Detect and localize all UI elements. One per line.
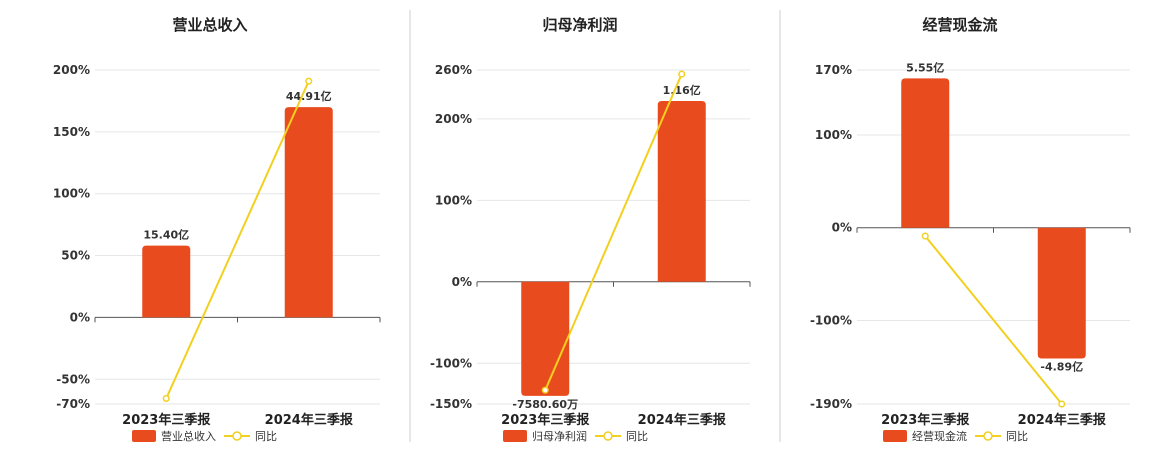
bar-data-label: -7580.60万: [512, 398, 578, 411]
y-tick-label: 100%: [53, 187, 90, 201]
x-category-label: 2023年三季报: [881, 412, 970, 428]
x-category-label: 2024年三季报: [1018, 412, 1107, 428]
y-tick-label: -190%: [810, 397, 852, 411]
y-tick-label: 0%: [832, 221, 852, 235]
yoy-point-1: [541, 386, 549, 394]
legend-line-label: 同比: [255, 430, 277, 443]
legend-line-marker: [232, 431, 242, 441]
chart-title-1: 营业总收入: [172, 16, 247, 34]
bar-data-label: 1.16亿: [663, 83, 701, 97]
legend-bar-label: 经营现金流: [912, 429, 967, 443]
y-tick-label: 200%: [435, 112, 472, 126]
legend-bar-swatch: [503, 430, 527, 442]
x-category-label: 2023年三季报: [122, 412, 211, 428]
y-tick-label: 170%: [815, 63, 852, 77]
y-tick-label: 100%: [815, 128, 852, 142]
legend-line-label: 同比: [626, 430, 648, 443]
yoy-point-2: [678, 70, 686, 78]
y-tick-label: 150%: [53, 125, 90, 139]
legend-bar-label: 营业总收入: [161, 429, 216, 443]
y-tick-label: -70%: [56, 397, 90, 411]
y-tick-label: 50%: [61, 249, 90, 263]
y-tick-label: -50%: [56, 372, 90, 386]
bar-1: [521, 281, 570, 396]
bar-1: [142, 245, 191, 318]
yoy-point-2: [305, 77, 313, 85]
y-tick-label: 0%: [452, 275, 472, 289]
legend-bar-swatch: [883, 430, 907, 442]
y-tick-label: -100%: [430, 356, 472, 370]
bar-data-label: -4.89亿: [1040, 360, 1083, 374]
y-tick-label: 260%: [435, 63, 472, 77]
x-category-label: 2023年三季报: [501, 412, 590, 428]
bar-data-label: 5.55亿: [906, 60, 944, 74]
bar-data-label: 15.40亿: [143, 228, 189, 242]
yoy-point-2: [1058, 400, 1066, 408]
legend-line-marker: [983, 431, 993, 441]
yoy-line: [544, 73, 683, 391]
x-category-label: 2024年三季报: [265, 412, 354, 428]
bar-1: [901, 78, 950, 228]
yoy-point-1: [162, 394, 170, 402]
bar-data-label: 44.91亿: [286, 89, 332, 103]
y-tick-label: -150%: [430, 397, 472, 411]
x-category-label: 2024年三季报: [638, 412, 727, 428]
bar-2: [1037, 227, 1086, 359]
legend-line-label: 同比: [1006, 430, 1028, 443]
bar-2: [657, 100, 706, 282]
chart-title-3: 经营现金流: [922, 16, 997, 34]
yoy-point-1: [921, 232, 929, 240]
legend-bar-swatch: [132, 430, 156, 442]
y-tick-label: 0%: [70, 310, 90, 324]
yoy-line: [165, 80, 310, 399]
bar-2: [284, 107, 333, 318]
yoy-line: [924, 235, 1063, 405]
y-tick-label: 100%: [435, 193, 472, 207]
y-tick-label: 200%: [53, 63, 90, 77]
legend-line-marker: [603, 431, 613, 441]
y-tick-label: -100%: [810, 314, 852, 328]
chart-title-2: 归母净利润: [542, 16, 617, 34]
legend-bar-label: 归母净利润: [532, 429, 587, 443]
